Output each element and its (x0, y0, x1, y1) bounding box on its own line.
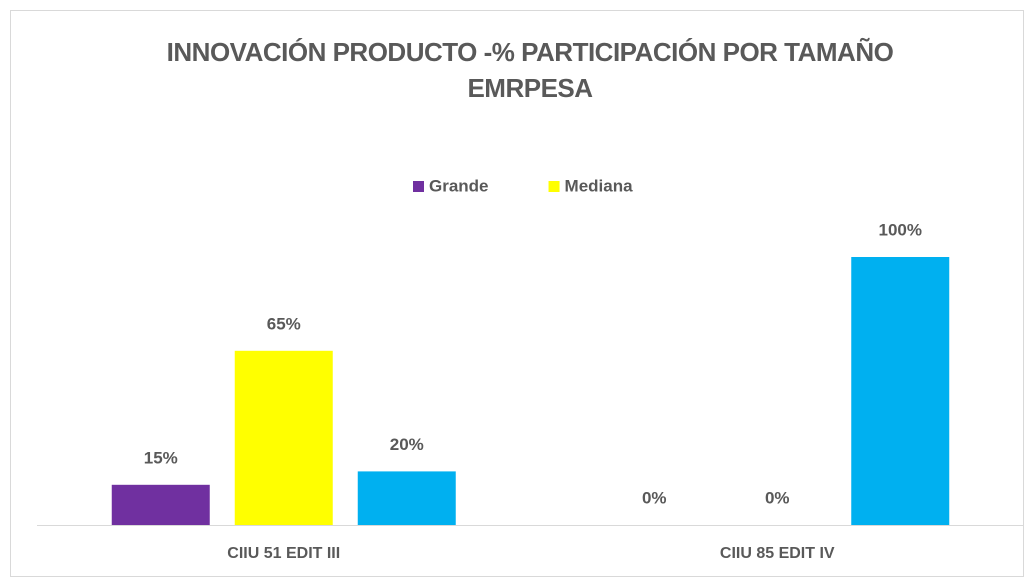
legend-label: Grande (429, 176, 489, 195)
value-label: 15% (144, 448, 178, 467)
legend-swatch (413, 181, 424, 192)
value-label: 0% (765, 488, 790, 507)
x-tick-label: CIIU 51 EDIT III (227, 545, 340, 562)
value-label: 100% (879, 220, 922, 239)
bar (357, 471, 456, 525)
legend-swatch (548, 181, 560, 192)
value-label: 20% (390, 435, 424, 454)
value-label: 0% (642, 488, 667, 507)
bar (851, 257, 950, 525)
chart-title: INNOVACIÓN PRODUCTO -% PARTICIPACIÓN POR… (166, 37, 894, 103)
value-label: 65% (267, 314, 301, 333)
legend-label: Mediana (565, 176, 634, 195)
bar (111, 484, 210, 525)
bar (234, 350, 333, 525)
x-tick-label: CIIU 85 EDIT IV (720, 545, 835, 562)
